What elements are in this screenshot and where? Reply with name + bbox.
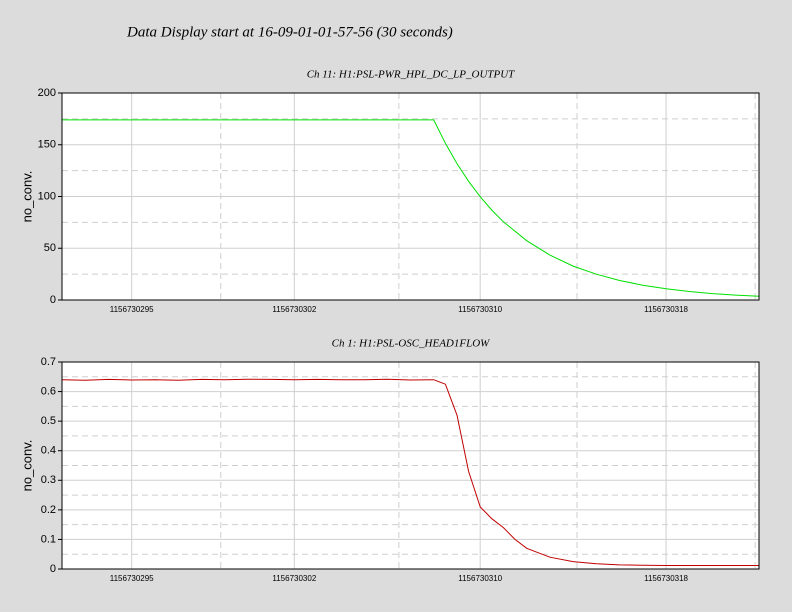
x-tick-label: 1156730310 <box>458 574 502 583</box>
y-tick-label: 100 <box>38 190 56 202</box>
y-axis-label: no_conv. <box>19 440 34 492</box>
x-tick-label: 1156730302 <box>272 305 316 314</box>
y-tick-label: 0.2 <box>41 504 56 516</box>
y-tick-label: 200 <box>38 87 56 99</box>
x-tick-label: 1156730295 <box>110 574 154 583</box>
y-tick-label: 0 <box>50 294 56 306</box>
chart-title: Ch 11: H1:PSL-PWR_HPL_DC_LP_OUTPUT <box>307 69 515 81</box>
x-tick-label: 1156730302 <box>272 574 316 583</box>
data-line <box>61 378 759 566</box>
y-tick-label: 50 <box>44 242 56 254</box>
x-tick-label: 1156730295 <box>110 305 154 314</box>
plot-border <box>61 92 760 301</box>
page-title: Data Display start at 16-09-01-01-57-56 … <box>126 24 453 40</box>
y-tick-label: 0 <box>50 563 56 575</box>
y-tick-label: 0.7 <box>41 356 56 368</box>
plot-border <box>61 361 760 570</box>
y-tick-label: 0.3 <box>41 474 56 486</box>
y-tick-label: 0.5 <box>41 415 56 427</box>
y-tick-label: 0.6 <box>41 385 56 397</box>
data-line <box>62 119 760 297</box>
y-tick-label: 150 <box>38 139 56 151</box>
x-tick-label: 1156730310 <box>458 305 502 314</box>
y-tick-label: 0.1 <box>41 533 56 545</box>
y-axis-label: no_conv. <box>19 171 34 223</box>
x-tick-label: 1156730318 <box>644 305 688 314</box>
chart-title: Ch 1: H1:PSL-OSC_HEAD1FLOW <box>332 338 490 350</box>
y-tick-label: 0.4 <box>41 445 56 457</box>
x-tick-label: 1156730318 <box>644 574 688 583</box>
